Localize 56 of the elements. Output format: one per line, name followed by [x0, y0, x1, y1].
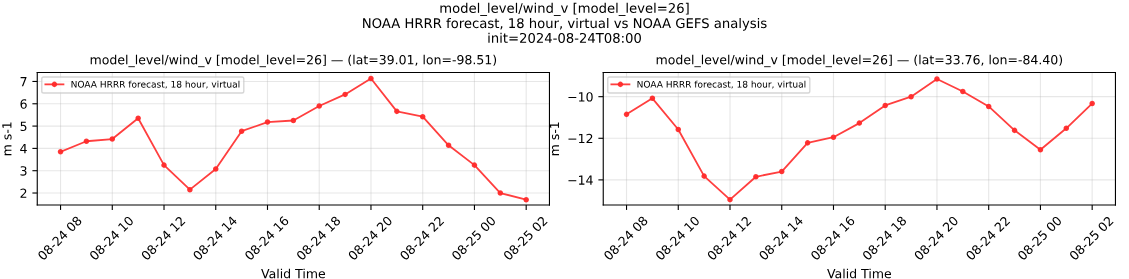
point	[497, 190, 504, 196]
y-tick-label: −14	[568, 175, 593, 185]
point	[83, 138, 90, 145]
legend-label: NOAA HRRR forecast, 18 hour, virtual	[637, 80, 806, 89]
point	[290, 117, 297, 124]
point	[804, 140, 811, 146]
point	[830, 134, 837, 141]
point	[882, 102, 888, 109]
y-tick-label: 7	[20, 77, 27, 87]
point	[523, 196, 529, 203]
point	[1037, 146, 1044, 153]
point	[1063, 125, 1070, 132]
point	[727, 196, 733, 203]
x-axis-title: Valid Time	[261, 268, 326, 279]
point	[419, 113, 426, 120]
point	[675, 126, 682, 133]
point	[161, 162, 167, 168]
point	[109, 136, 116, 142]
y-tick-label: 6	[20, 99, 27, 109]
point	[649, 95, 656, 102]
point	[135, 115, 141, 122]
point	[985, 103, 992, 110]
point	[394, 108, 400, 115]
point	[445, 142, 452, 149]
point	[187, 186, 193, 193]
point	[238, 128, 245, 134]
point	[701, 173, 707, 179]
y-tick-label: 3	[20, 166, 27, 176]
point	[368, 75, 374, 82]
y-tick-label: 2	[20, 188, 27, 198]
point	[342, 91, 348, 98]
chart-title: model_level/wind_v [model_level=26] — (lat=33.76, lon=-84.40)	[656, 54, 1063, 68]
point	[778, 168, 785, 175]
y-axis-title: m s-1	[549, 122, 560, 156]
point	[753, 173, 759, 180]
point	[471, 162, 478, 168]
point	[1011, 127, 1018, 134]
point	[856, 120, 863, 126]
point	[212, 166, 219, 172]
y-tick-label: 4	[20, 144, 27, 154]
text: model_level/wind_v [model_level=26] NOAA HRRR forecast, 18 hour, virtual vs NOAA GEFS analysis init=2024-08-24T08:00	[363, 2, 767, 43]
x-axis-title: Valid Time	[827, 268, 892, 279]
point	[1089, 100, 1095, 107]
point	[623, 111, 630, 118]
y-axis-title: m s-1	[2, 122, 12, 156]
y-tick-label: −12	[568, 133, 593, 144]
point	[908, 93, 914, 100]
legend-label: NOAA HRRR forecast, 18 hour, virtual	[71, 80, 240, 89]
point	[316, 103, 323, 109]
y-tick-label: 5	[20, 121, 27, 132]
point	[934, 76, 940, 82]
chart-title: model_level/wind_v [model_level=26] — (lat=39.01, lon=-98.51)	[90, 54, 497, 68]
y-tick-label: −10	[568, 92, 593, 102]
point	[264, 119, 271, 125]
point	[960, 88, 966, 95]
point	[57, 148, 64, 155]
